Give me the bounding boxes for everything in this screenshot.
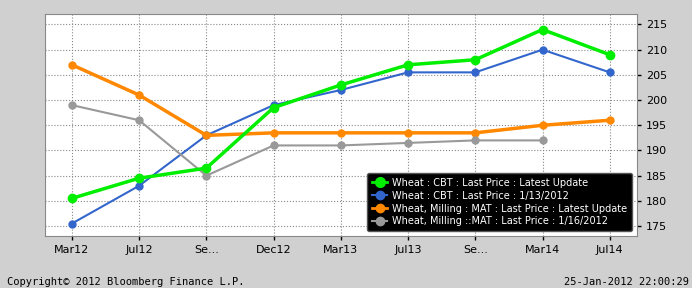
Text: 25-Jan-2012 22:00:29: 25-Jan-2012 22:00:29	[563, 276, 689, 287]
Legend: Wheat : CBT : Last Price : Latest Update, Wheat : CBT : Last Price : 1/13/2012, : Wheat : CBT : Last Price : Latest Update…	[367, 173, 632, 231]
Text: Copyright© 2012 Bloomberg Finance L.P.: Copyright© 2012 Bloomberg Finance L.P.	[7, 276, 244, 287]
